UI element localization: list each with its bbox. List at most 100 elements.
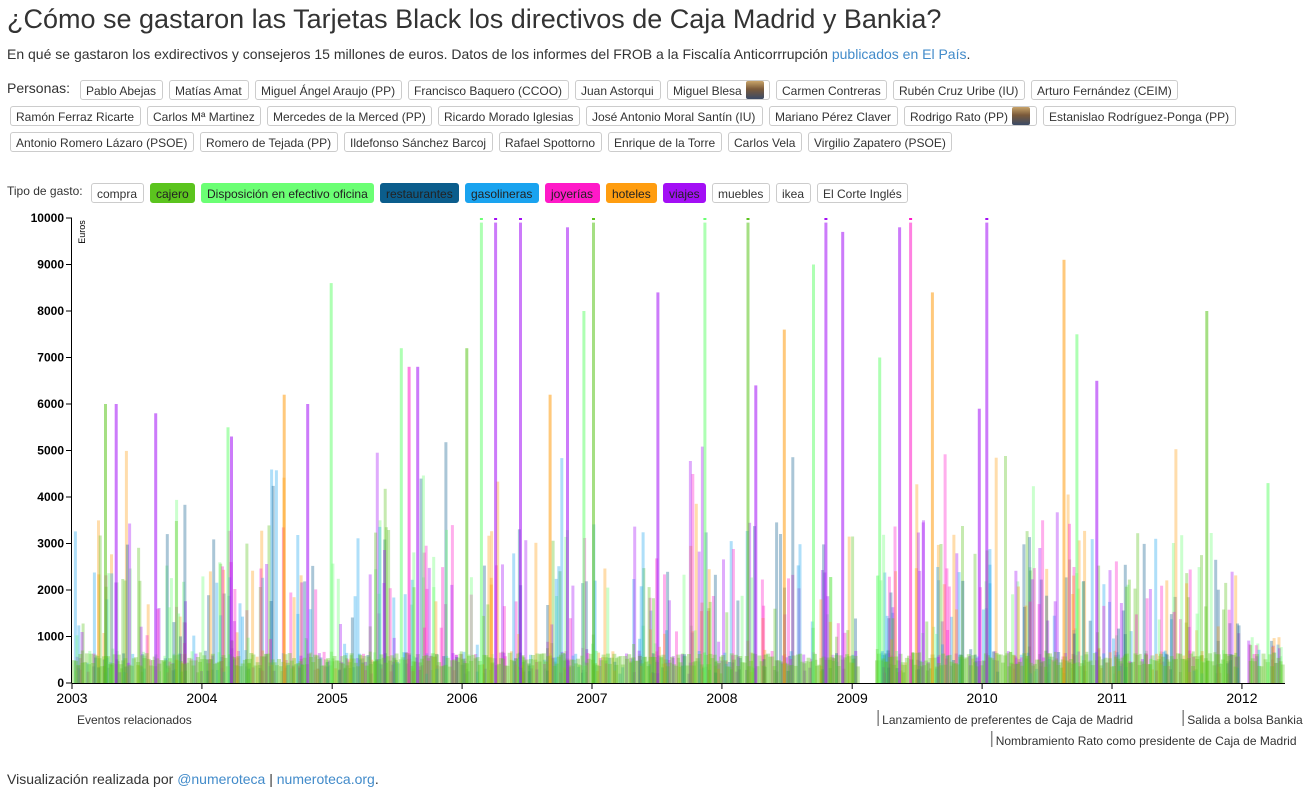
spending-bar bbox=[102, 633, 106, 683]
tipo-gasto-button-ikea[interactable]: ikea bbox=[776, 183, 811, 203]
highlight-bar bbox=[306, 404, 310, 683]
base-bar bbox=[144, 653, 149, 683]
spending-bar bbox=[1108, 652, 1112, 683]
tipo-gasto-button-gasolineras[interactable]: gasolineras bbox=[465, 183, 539, 203]
numeroteca-site-link[interactable]: numeroteca.org bbox=[276, 771, 375, 787]
base-bar bbox=[507, 652, 512, 683]
spending-bar bbox=[947, 586, 951, 683]
spending-bar bbox=[935, 633, 939, 683]
base-bar bbox=[385, 656, 390, 683]
spending-bar bbox=[664, 671, 668, 683]
spending-bar bbox=[345, 652, 349, 683]
persona-button-mercedes-de-la-merced-pp[interactable]: Mercedes de la Merced (PP) bbox=[267, 106, 432, 126]
spending-bar bbox=[550, 624, 554, 683]
spending-bar bbox=[604, 660, 608, 683]
persona-button-virgilio-zapatero-psoe[interactable]: Virgilio Zapatero (PSOE) bbox=[808, 132, 952, 152]
persona-button-carlos-vela[interactable]: Carlos Vela bbox=[728, 132, 802, 152]
persona-button-francisco-baquero-ccoo[interactable]: Francisco Baquero (CCOO) bbox=[408, 80, 569, 100]
persona-button-ramon-ferraz-ricarte[interactable]: Ramón Ferraz Ricarte bbox=[10, 106, 141, 126]
spending-bar bbox=[232, 658, 236, 683]
base-bar bbox=[936, 663, 941, 683]
spending-bar bbox=[681, 653, 685, 683]
spending-bar bbox=[825, 614, 829, 683]
spending-bar bbox=[424, 545, 428, 683]
tipo-gasto-button-viajes[interactable]: viajes bbox=[663, 183, 706, 203]
persona-button-antonio-romero-lazaro-psoe[interactable]: Antonio Romero Lázaro (PSOE) bbox=[10, 132, 194, 152]
persona-button-estanislao-rodriguez-ponga-pp[interactable]: Estanislao Rodríguez-Ponga (PP) bbox=[1043, 106, 1236, 126]
base-bar bbox=[72, 660, 76, 683]
persona-button-rodrigo-rato-pp[interactable]: Rodrigo Rato (PP) bbox=[904, 106, 1037, 126]
tipo-gasto-button-disposicion-en-efectivo-oficina[interactable]: Disposición en efectivo oficina bbox=[201, 183, 374, 203]
spending-bar bbox=[180, 671, 183, 683]
spending-bar bbox=[245, 610, 249, 683]
base-bar bbox=[1003, 655, 1008, 683]
tipo-gasto-button-compra[interactable]: compra bbox=[91, 183, 144, 203]
base-bar bbox=[1178, 653, 1183, 683]
persona-button-carmen-contreras[interactable]: Carmen Contreras bbox=[776, 80, 887, 100]
persona-button-juan-astorqui[interactable]: Juan Astorqui bbox=[575, 80, 661, 100]
persona-button-mariano-perez-claver[interactable]: Mariano Pérez Claver bbox=[769, 106, 898, 126]
base-bar bbox=[1105, 662, 1110, 683]
persona-label: Mercedes de la Merced (PP) bbox=[273, 110, 426, 124]
tipo-gasto-button-hoteles[interactable]: hoteles bbox=[606, 183, 657, 203]
spending-bar bbox=[345, 658, 349, 683]
persona-button-pablo-abejas[interactable]: Pablo Abejas bbox=[80, 80, 163, 100]
persona-button-matias-amat[interactable]: Matías Amat bbox=[169, 80, 249, 100]
persona-button-ildefonso-sanchez-barcoj[interactable]: Ildefonso Sánchez Barcoj bbox=[344, 132, 493, 152]
persona-label: Estanislao Rodríguez-Ponga (PP) bbox=[1049, 110, 1230, 124]
base-bar bbox=[990, 658, 995, 683]
persona-button-ricardo-morado-iglesias[interactable]: Ricardo Morado Iglesias bbox=[438, 106, 580, 126]
persona-button-arturo-fernandez-ceim[interactable]: Arturo Fernández (CEIM) bbox=[1031, 80, 1178, 100]
spending-bar bbox=[1277, 648, 1281, 683]
highlight-bar bbox=[841, 231, 845, 683]
spending-bar bbox=[689, 545, 693, 683]
y-axis: 0100020003000400050006000700080009000100… bbox=[31, 211, 72, 690]
numeroteca-twitter-link[interactable]: @numeroteca bbox=[177, 771, 266, 787]
spending-bar bbox=[687, 673, 691, 683]
base-bar bbox=[91, 663, 96, 683]
spending-bar bbox=[1218, 672, 1222, 683]
spending-bar bbox=[404, 652, 408, 683]
tipo-gasto-button-restaurantes[interactable]: restaurantes bbox=[380, 183, 459, 203]
highlight-bar bbox=[1205, 311, 1209, 683]
el-pais-link[interactable]: publicados en El País bbox=[831, 46, 967, 62]
spending-bar bbox=[736, 656, 740, 683]
spending-bar bbox=[704, 666, 708, 683]
persona-button-enrique-de-la-torre[interactable]: Enrique de la Torre bbox=[608, 132, 722, 152]
spending-bar bbox=[229, 562, 233, 683]
persona-button-miguel-blesa[interactable]: Miguel Blesa bbox=[667, 80, 770, 100]
spending-bar bbox=[736, 600, 740, 683]
spending-bar bbox=[123, 672, 127, 683]
highlight-bar bbox=[812, 264, 815, 683]
spending-bar bbox=[1187, 626, 1191, 683]
persona-button-romero-de-tejada-pp[interactable]: Romero de Tejada (PP) bbox=[200, 132, 338, 152]
base-bar bbox=[855, 666, 860, 683]
base-bar bbox=[702, 666, 706, 683]
base-bar bbox=[1197, 656, 1202, 683]
tipo-gasto-button-muebles[interactable]: muebles bbox=[712, 183, 770, 203]
persona-button-miguel-angel-araujo-pp[interactable]: Miguel Ángel Araujo (PP) bbox=[255, 80, 402, 100]
spending-bar bbox=[775, 660, 779, 683]
spending-bar bbox=[775, 671, 779, 683]
persona-button-jose-antonio-moral-santin-iu[interactable]: José Antonio Moral Santín (IU) bbox=[586, 106, 763, 126]
persona-button-rafael-spottorno[interactable]: Rafael Spottorno bbox=[499, 132, 602, 152]
base-bar bbox=[86, 664, 91, 683]
highlight-bar bbox=[548, 394, 552, 683]
tipo-gasto-button-cajero[interactable]: cajero bbox=[150, 183, 195, 203]
tipo-gasto-button-joyerias[interactable]: joyerías bbox=[545, 183, 600, 203]
base-bar bbox=[488, 657, 493, 683]
spending-bar bbox=[699, 611, 703, 683]
tipo-gasto-button-el-corte-ingles[interactable]: El Corte Inglés bbox=[817, 183, 908, 203]
spending-bar bbox=[1197, 567, 1201, 683]
spending-bar bbox=[489, 670, 493, 683]
persona-button-ruben-cruz-uribe-iu[interactable]: Rubén Cruz Uribe (IU) bbox=[893, 80, 1025, 100]
spending-bar bbox=[219, 615, 223, 683]
spending-bar bbox=[991, 651, 995, 683]
base-bar bbox=[537, 661, 542, 683]
persona-button-carlos-m-martinez[interactable]: Carlos Mª Martinez bbox=[147, 106, 261, 126]
base-bar bbox=[623, 656, 627, 683]
spending-bar bbox=[1072, 630, 1076, 683]
base-bar bbox=[439, 666, 444, 683]
base-bar bbox=[1103, 657, 1108, 683]
spending-bar bbox=[368, 651, 372, 683]
